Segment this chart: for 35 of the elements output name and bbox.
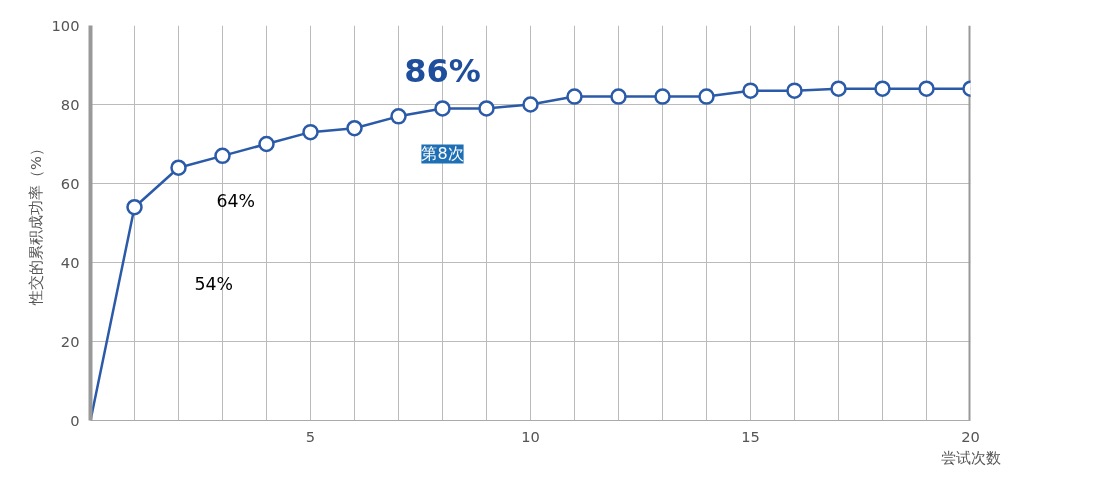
point	[830, 80, 847, 97]
point	[918, 80, 935, 97]
point	[522, 96, 539, 113]
y-tick-label: 80	[60, 95, 80, 113]
point	[698, 88, 715, 105]
annotation: 64%	[216, 191, 255, 212]
x-tick-label: 15	[741, 427, 760, 445]
x-tick-label: 5	[305, 427, 316, 445]
point	[566, 88, 583, 105]
y-tick-label: 0	[70, 411, 80, 429]
point	[258, 135, 275, 153]
point	[434, 100, 451, 117]
y-tick-label: 60	[60, 174, 80, 192]
point	[654, 88, 671, 105]
point	[302, 123, 319, 141]
point	[214, 147, 231, 165]
annotation: 54%	[194, 274, 233, 295]
point	[610, 88, 627, 105]
point	[346, 119, 363, 137]
point	[478, 100, 495, 117]
point	[742, 82, 759, 99]
y-axis-title: 性交的累积成功率（%）	[26, 141, 44, 306]
y-tick-label: 100	[51, 16, 80, 34]
point	[874, 80, 891, 97]
y-tick-label: 20	[60, 332, 80, 350]
point	[390, 108, 407, 125]
annotation: 86%	[404, 52, 481, 91]
y-tick-label: 40	[60, 253, 80, 271]
x-tick-label: 10	[521, 427, 540, 445]
x-tick-label: 20	[961, 427, 980, 445]
annotation: 第8次	[421, 144, 464, 164]
point	[786, 82, 803, 99]
point	[126, 198, 143, 216]
point	[170, 159, 187, 176]
x-axis-title: 尝试次数	[940, 448, 1001, 466]
